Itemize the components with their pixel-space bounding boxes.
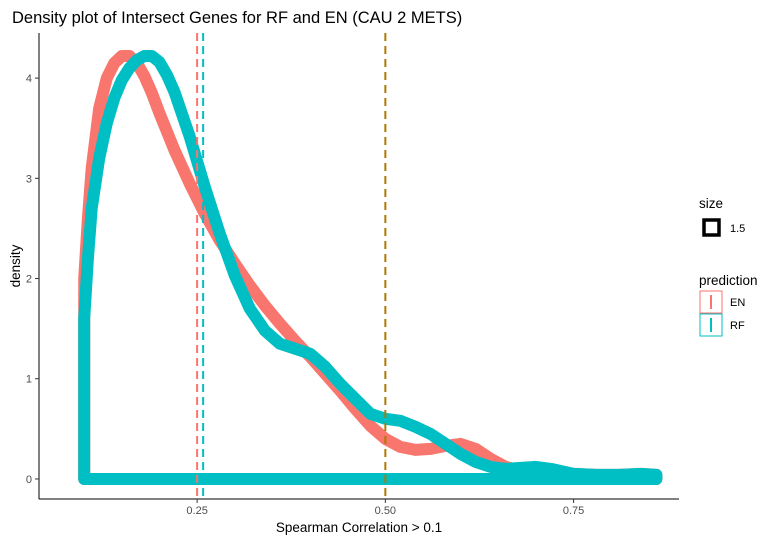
y-tick-label: 2 xyxy=(26,274,32,286)
x-tick-label: 0.25 xyxy=(186,505,207,517)
density-curve-rf xyxy=(78,50,663,485)
legend-label-rf: RF xyxy=(730,320,745,332)
legend-label-en: EN xyxy=(730,297,745,309)
legend-size-label: 1.5 xyxy=(730,223,745,235)
x-axis-ticks: 0.25 0.50 0.75 xyxy=(186,499,584,517)
legend-prediction-title: prediction xyxy=(699,273,758,288)
y-axis-ticks: 0 1 2 3 4 xyxy=(26,73,39,486)
y-tick-label: 1 xyxy=(26,374,32,386)
y-tick-label: 4 xyxy=(26,73,32,85)
y-tick-label: 0 xyxy=(26,474,32,486)
legend-size-key xyxy=(702,218,721,237)
density-layer xyxy=(78,50,663,485)
y-tick-label: 3 xyxy=(26,173,32,185)
x-axis-title: Spearman Correlation > 0.1 xyxy=(276,520,442,535)
x-tick-label: 0.50 xyxy=(375,505,396,517)
legend-items: EN RF xyxy=(699,290,745,337)
chart-title: Density plot of Intersect Genes for RF a… xyxy=(12,9,462,27)
x-tick-label: 0.75 xyxy=(563,505,584,517)
legend: size 1.5 prediction EN RF xyxy=(699,196,758,337)
plot-panel: 0.25 0.50 0.75 0 1 2 3 4 xyxy=(26,33,679,517)
y-axis-title: density xyxy=(8,244,23,287)
legend-size-title: size xyxy=(699,196,723,211)
